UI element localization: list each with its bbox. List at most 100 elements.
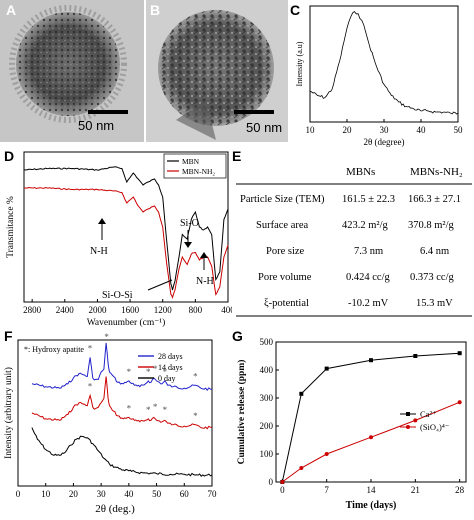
- chart-g-point-0: [413, 354, 418, 358]
- chart-f-xtick-label: 40: [124, 489, 134, 499]
- chart-f-xtick-label: 0: [16, 489, 21, 499]
- chart-f-xtick-label: 60: [180, 489, 190, 499]
- chart-c-xtick-label: 20: [343, 125, 353, 135]
- chart-f-xtick-label: 50: [152, 489, 162, 499]
- chart-f-legend-label-0: 28 days: [158, 352, 183, 361]
- chart-c-frame: [309, 5, 459, 123]
- chart-g-legend-marker-1: [406, 425, 410, 429]
- table-e-header-2: MBNs-NH₂: [410, 166, 463, 178]
- tem-particle-b: [146, 0, 288, 142]
- chart-d-arrowhead-nh-1: [98, 218, 106, 224]
- chart-f-xtick-label: 70: [208, 489, 218, 499]
- scale-label-b: 50 nm: [246, 120, 283, 135]
- scale-bar-b: [234, 110, 274, 114]
- chart-f-xtick-label: 20: [69, 489, 79, 499]
- chart-f-annotation: *: Hydroxy apatite: [24, 345, 84, 354]
- chart-f-peak-marker: *: [88, 344, 93, 354]
- chart-d-arrowhead-nh-2: [200, 252, 208, 258]
- panel-letter-a: A: [6, 2, 17, 18]
- table-e-row-4-label: ξ-potential: [264, 298, 309, 309]
- chart-d-legend-label-0: MBN: [182, 157, 200, 166]
- chart-g-xtick-label: 28: [455, 485, 465, 495]
- chart-g-point-0: [324, 366, 329, 371]
- chart-f-frame: [17, 339, 213, 487]
- chart-f-legend-label-1: 14 days: [158, 363, 183, 372]
- chart-d-xtick-label: 1200: [154, 305, 173, 315]
- chart-g-xlabel: Time (days): [346, 500, 397, 511]
- chart-g-release: 0 7 14 21 28 0 100 200 300 400 500 Time (days) Cumul…: [236, 337, 467, 511]
- chart-g-point-1: [369, 435, 373, 440]
- chart-c-xtick-label: 40: [417, 125, 427, 135]
- chart-d-arrow-siosi: [147, 279, 173, 291]
- chart-f-peak-marker: *: [163, 405, 168, 415]
- table-e-row-2-val-1: 7.3 nm: [354, 246, 384, 257]
- table-e-row-0-label: Particle Size (TEM): [240, 194, 325, 205]
- chart-d-xtick-label: 1600: [121, 305, 140, 315]
- chart-g-ylabel: Cumulative release (ppm): [236, 360, 247, 465]
- chart-f-peak-marker: *: [193, 371, 198, 381]
- chart-d-annotation-siosi: Si-O-Si: [102, 290, 133, 301]
- chart-g-point-0: [457, 351, 462, 356]
- chart-d-xlabel: Wavenumber (cm⁻¹): [87, 317, 166, 328]
- chart-g-xtick-label: 21: [411, 485, 420, 495]
- chart-d-annotation-nh-1: N-H: [90, 246, 108, 257]
- chart-g-ytick-label: 0: [269, 477, 274, 487]
- panel-letter-g: G: [232, 328, 243, 344]
- chart-g-series-line-1: [282, 401, 460, 483]
- table-e-row-1-label: Surface area: [256, 220, 309, 231]
- chart-f-legend-label-2: 0 day: [158, 374, 176, 383]
- table-e-row-0-val-2: 166.3 ± 27.1: [408, 194, 462, 205]
- chart-d-arrowhead-sio: [184, 242, 192, 248]
- table-e-row-2-val-2: 6.4 nm: [420, 246, 450, 257]
- table-e-row-4-val-2: 15.3 mV: [416, 298, 453, 309]
- chart-f-ylabel: Intensity (arbitrary unit): [3, 367, 14, 459]
- chart-f-peak-marker: *: [104, 332, 109, 342]
- chart-f-peak-marker: *: [193, 411, 198, 421]
- scale-bar-a: [88, 110, 128, 114]
- table-e-row-3-val-1: 0.424 cc/g: [346, 272, 390, 283]
- table-e-row-3-label: Pore volume: [258, 272, 312, 283]
- chart-g-xtick-label: 7: [324, 485, 329, 495]
- chart-d-legend-box: [163, 153, 227, 179]
- chart-f-peak-marker: *: [163, 367, 168, 377]
- chart-f-peak-marker: *: [88, 382, 93, 392]
- chart-g-ytick-label: 500: [260, 337, 274, 347]
- panel-letter-b: B: [150, 2, 161, 18]
- table-e-row-4-val-1: -10.2 mV: [348, 298, 389, 309]
- chart-c-ylabel: Intensity (a.u): [295, 41, 304, 86]
- tem-particle-a: [0, 0, 144, 142]
- chart-f-xrd-days: 0 10 20 30 40 50 60 70 2θ (deg.) Intensity (arbit…: [3, 332, 218, 515]
- chart-c-xtick-label: 50: [454, 125, 464, 135]
- chart-f-peak-marker: *: [127, 367, 132, 377]
- chart-g-point-1: [280, 480, 285, 484]
- panel-letter-f: F: [4, 328, 13, 344]
- chart-c-series-line: [309, 10, 459, 115]
- panel-letter-d: D: [4, 148, 15, 164]
- chart-g-ytick-label: 400: [260, 365, 274, 375]
- chart-d-ylabel: Transmitance %: [6, 196, 16, 258]
- chart-c-xrd: 10 20 30 40 50 2θ (degree) Intensity (a.u): [295, 5, 464, 147]
- chart-f-xtick-label: 10: [41, 489, 51, 499]
- chart-g-frame: [275, 341, 467, 483]
- chart-d-legend-label-1: MBN-NH₂: [182, 167, 215, 176]
- chart-g-point-0: [369, 358, 373, 363]
- chart-g-point-1: [299, 466, 304, 470]
- chart-d-frame: [23, 151, 229, 303]
- chart-d-xtick-label: 2800: [23, 305, 42, 315]
- chart-g-ytick-label: 100: [260, 449, 274, 459]
- table-e-row-1-val-1: 423.2 m²/g: [342, 220, 388, 231]
- table-e-row-0-val-1: 161.5 ± 22.3: [342, 194, 396, 205]
- chart-f-peak-marker: *: [146, 405, 151, 415]
- chart-d-annotation-sio: Si-O: [180, 218, 199, 229]
- tem-image-b: [146, 0, 288, 142]
- chart-g-ytick-label: 200: [260, 421, 274, 431]
- chart-f-xtick-label: 30: [97, 489, 107, 499]
- table-e-rules: [236, 183, 472, 317]
- chart-f-series-line-2: [31, 427, 213, 478]
- scale-label-a: 50 nm: [78, 118, 115, 133]
- chart-c-xtick-label: 30: [380, 125, 390, 135]
- table-e-row-3-val-2: 0.373 cc/g: [410, 272, 454, 283]
- chart-g-xtick-label: 0: [280, 485, 285, 495]
- chart-f-series-line-1: [31, 376, 213, 430]
- chart-g-point-1: [457, 400, 462, 405]
